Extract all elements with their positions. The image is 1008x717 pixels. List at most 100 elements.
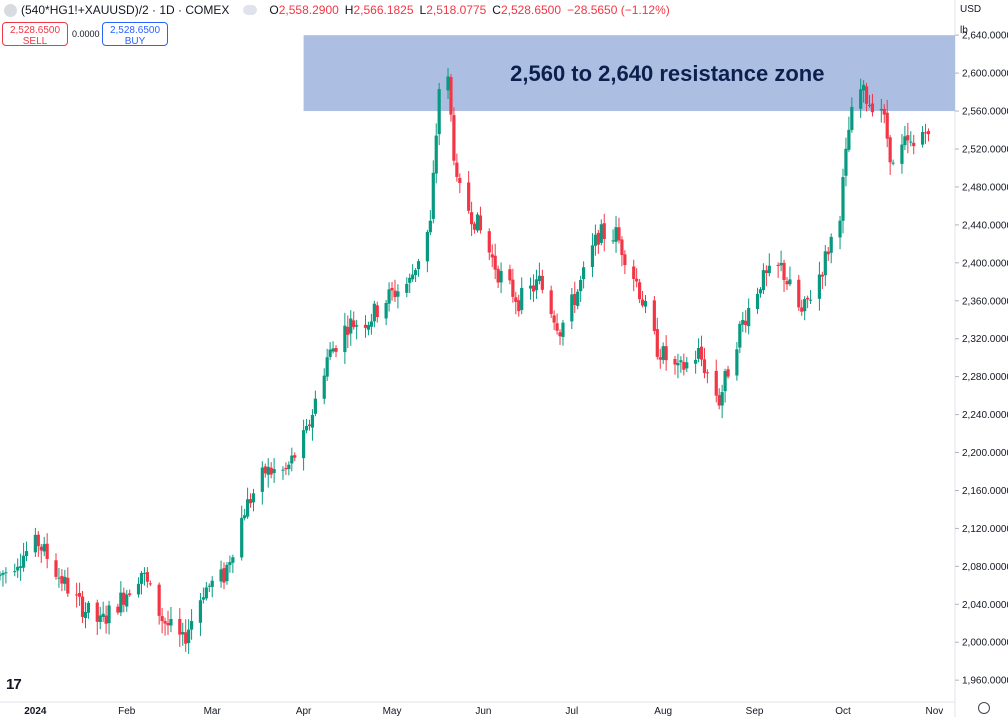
candle-body (776, 264, 780, 266)
candle-body (181, 632, 185, 635)
candle-body (850, 106, 854, 130)
candle-body (95, 602, 99, 622)
candle-body (145, 572, 149, 582)
candle-body (228, 562, 232, 565)
candle-body (490, 254, 494, 258)
candle-body (652, 300, 656, 331)
candle-body (596, 232, 600, 245)
candle-body (537, 275, 541, 282)
candle-body (744, 320, 748, 326)
candle-body (384, 302, 388, 319)
candle-body (785, 281, 789, 285)
candle-body (531, 285, 536, 292)
candle-body (699, 346, 704, 360)
y-tick-label: 2,240.0000 (962, 410, 1008, 421)
candle-body (658, 357, 662, 360)
candle-body (582, 267, 586, 280)
candle-body (375, 305, 379, 318)
buy-button[interactable]: 2,528.6500 BUY (102, 22, 168, 47)
candle-body (198, 600, 203, 623)
candle-body (900, 144, 904, 164)
candle-body (260, 467, 264, 492)
candle-body (602, 223, 606, 239)
close-value: 2,528.6500 (500, 3, 562, 17)
candle-body (829, 236, 833, 253)
gear-icon[interactable] (978, 702, 990, 714)
candle-body (638, 282, 642, 300)
candle-body (437, 89, 441, 135)
candle-body (139, 572, 144, 584)
y-tick-label: 2,320.0000 (962, 334, 1008, 345)
candle-body (287, 464, 291, 470)
candle-body (136, 583, 141, 595)
y-tick-label: 2,440.0000 (962, 220, 1008, 231)
candle-body (838, 220, 842, 238)
candle-body (452, 115, 456, 161)
buy-price: 2,528.6500 (109, 25, 161, 36)
candle-body (210, 580, 214, 587)
candle-body (682, 362, 686, 370)
candle-body (847, 129, 851, 150)
candle-body (1, 573, 5, 575)
candle-body (387, 289, 391, 304)
candle-body (720, 392, 724, 406)
currency-label[interactable]: USD (960, 4, 982, 15)
candle-body (520, 287, 524, 310)
y-tick-label: 2,200.0000 (962, 448, 1008, 459)
candle-body (844, 148, 848, 176)
candle-body (428, 220, 432, 233)
candle-body (579, 279, 583, 292)
candle-body (758, 289, 763, 294)
candle-body (310, 414, 315, 428)
candle-body (19, 566, 23, 568)
candle-body (487, 231, 491, 253)
candle-body (66, 577, 70, 594)
candle-body (903, 136, 907, 146)
candle-body (54, 560, 58, 577)
x-tick-label: Nov (925, 706, 943, 717)
spread-value: 0.0000 (72, 29, 100, 39)
symbol-title[interactable]: (540*HG1!+XAUUSD)/2 · 1D · COMEX (21, 3, 230, 17)
candle-body (528, 285, 533, 289)
candle-body (290, 455, 294, 464)
y-tick-label: 2,040.0000 (962, 600, 1008, 611)
y-tick-label: 2,480.0000 (962, 182, 1008, 193)
eye-icon[interactable] (243, 5, 258, 15)
candle-body (75, 594, 79, 596)
candle-body (301, 430, 306, 459)
candle-body (676, 362, 680, 366)
candle-body (366, 325, 371, 330)
candle-body (806, 297, 810, 300)
candle-body (643, 300, 648, 307)
candle-body (499, 270, 503, 283)
candle-body (714, 370, 718, 396)
candle-body (313, 398, 317, 414)
candle-body (416, 261, 421, 270)
candle-body (21, 555, 26, 568)
candle-body (661, 346, 665, 360)
unit-label[interactable]: lb (960, 25, 968, 36)
candle-body (128, 593, 132, 595)
candle-body (867, 104, 872, 106)
sell-button[interactable]: 2,528.6500 SELL (2, 22, 68, 47)
candle-body (470, 212, 474, 225)
candle-body (593, 234, 598, 246)
candle-body (390, 287, 394, 291)
candle-body (475, 214, 480, 231)
candle-body (334, 348, 338, 352)
candle-body (570, 294, 574, 322)
candle-body (741, 319, 745, 325)
candle-body (325, 357, 329, 377)
candle-body (555, 323, 559, 331)
candle-body (552, 315, 556, 323)
candle-body (169, 618, 173, 626)
candle-body (514, 297, 518, 302)
candle-body (611, 240, 615, 242)
candle-body (328, 349, 332, 357)
candle-body (425, 231, 429, 262)
candle-body (107, 605, 111, 624)
candle-body (640, 299, 645, 306)
candle-body (800, 307, 804, 312)
candle-body (408, 277, 412, 283)
